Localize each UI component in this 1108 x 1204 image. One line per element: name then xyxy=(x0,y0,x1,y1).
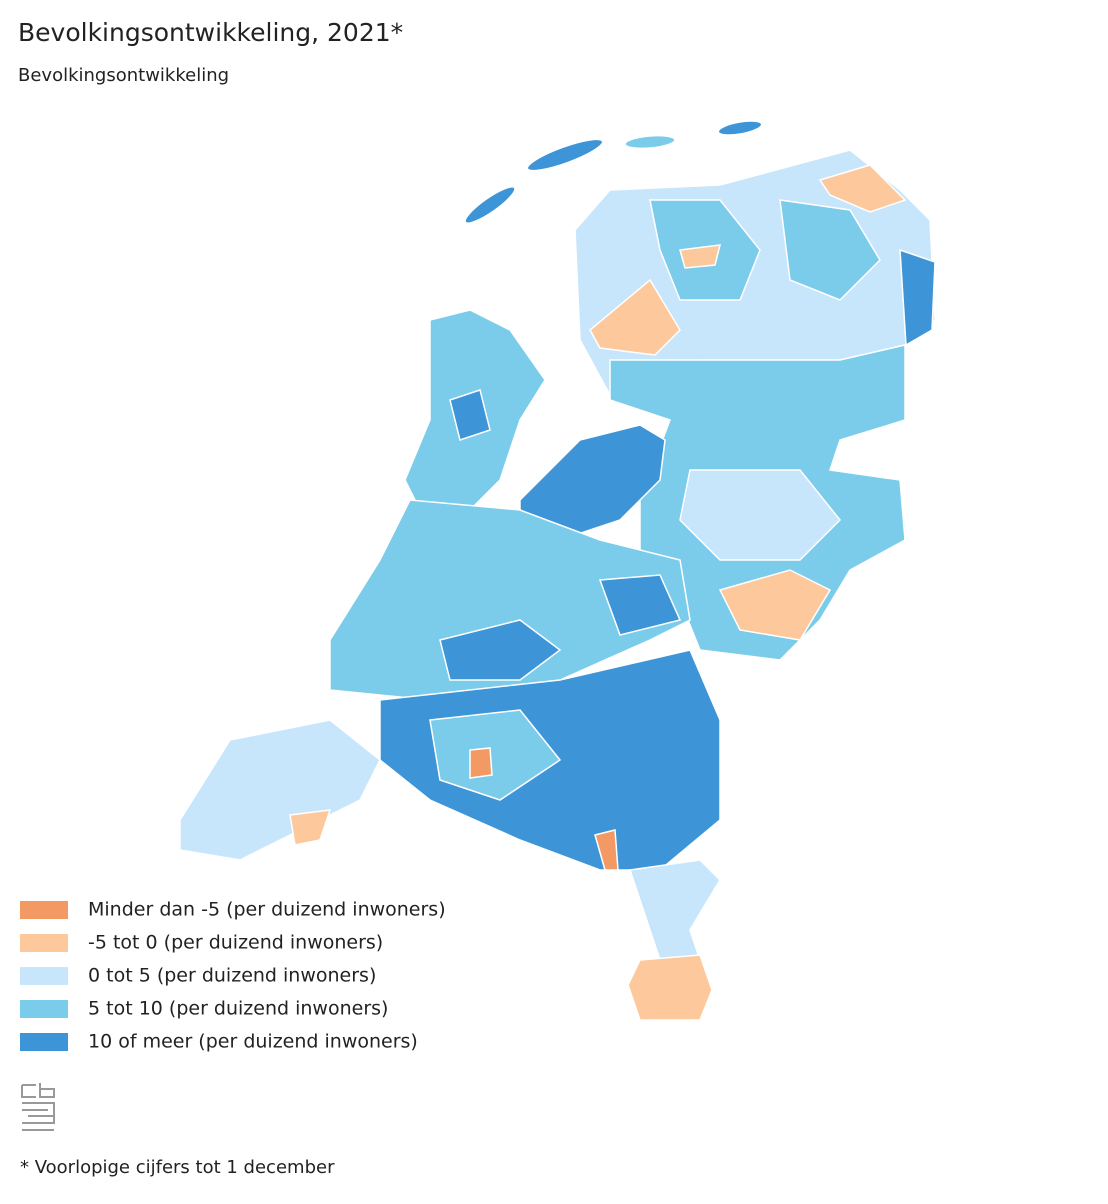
legend-label: 10 of meer (per duizend inwoners) xyxy=(88,1031,418,1053)
region xyxy=(718,569,832,641)
map-title: Bevolkingsontwikkeling, 2021* xyxy=(18,18,403,47)
legend: Minder dan -5 (per duizend inwoners) -5 t… xyxy=(20,899,446,1053)
region xyxy=(627,954,713,1021)
region xyxy=(779,199,881,301)
region xyxy=(439,619,562,681)
island xyxy=(526,138,604,172)
region xyxy=(289,809,332,846)
region xyxy=(589,278,681,356)
footnote: * Voorlopige cijfers tot 1 december xyxy=(20,1157,335,1178)
cbs-logo xyxy=(21,1083,55,1131)
island xyxy=(464,186,516,224)
region xyxy=(679,469,842,561)
region xyxy=(598,574,682,636)
legend-swatch xyxy=(20,1033,68,1051)
region xyxy=(429,709,562,801)
legend-label: 0 tot 5 (per duizend inwoners) xyxy=(88,965,376,987)
legend-label: -5 tot 0 (per duizend inwoners) xyxy=(88,932,383,954)
legend-swatch xyxy=(20,934,68,952)
region xyxy=(449,389,491,441)
region xyxy=(469,747,493,779)
region xyxy=(594,829,619,871)
netherlands-map xyxy=(179,120,936,1021)
island xyxy=(717,120,763,136)
legend-swatch xyxy=(20,901,68,919)
legend-label: 5 tot 10 (per duizend inwoners) xyxy=(88,998,388,1020)
region xyxy=(899,248,936,347)
region xyxy=(629,859,721,961)
region xyxy=(179,719,381,861)
region xyxy=(818,164,907,213)
map-subtitle: Bevolkingsontwikkeling xyxy=(18,65,229,86)
region xyxy=(679,244,721,269)
island xyxy=(624,134,676,150)
legend-swatch xyxy=(20,1000,68,1018)
legend-swatch xyxy=(20,967,68,985)
legend-label: Minder dan -5 (per duizend inwoners) xyxy=(88,899,446,921)
